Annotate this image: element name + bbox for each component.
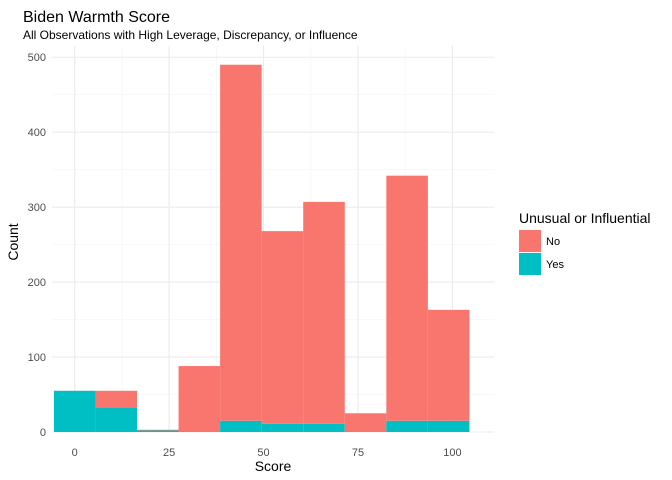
y-axis-title: Count: [5, 223, 21, 260]
bar-no: [95, 390, 137, 409]
bars: [53, 64, 470, 432]
y-tick-label: 500: [28, 52, 46, 64]
x-tick-label: 100: [443, 447, 461, 459]
bar-yes: [95, 408, 137, 432]
bar-no: [178, 366, 221, 432]
bar-yes: [220, 420, 262, 432]
bar-yes: [261, 423, 304, 432]
bar-yes: [137, 430, 179, 432]
bar-no: [220, 64, 262, 421]
legend-swatch-no: [519, 230, 541, 252]
bar-no: [344, 413, 387, 432]
bar-no: [427, 309, 470, 421]
y-axis-ticks: 0 100 200 300 400 500: [28, 52, 46, 439]
bar-yes: [344, 431, 387, 432]
x-tick-label: 50: [257, 447, 269, 459]
legend-label-no: No: [546, 236, 560, 248]
legend-swatch-yes: [519, 253, 541, 275]
bar-yes: [386, 420, 428, 432]
x-axis-ticks: 0 25 50 75 100: [72, 447, 462, 459]
bar-no: [137, 429, 179, 431]
x-tick-label: 25: [163, 447, 175, 459]
y-tick-label: 100: [28, 352, 46, 364]
plot-area: [52, 46, 494, 433]
bar-yes: [178, 431, 221, 432]
bar-no: [386, 175, 428, 421]
y-tick-label: 0: [40, 427, 46, 439]
bar-no: [303, 201, 345, 424]
x-tick-label: 75: [352, 447, 364, 459]
y-tick-label: 400: [28, 127, 46, 139]
chart-subtitle: All Observations with High Leverage, Dis…: [23, 28, 358, 42]
bar-yes: [53, 390, 96, 432]
y-tick-label: 200: [28, 277, 46, 289]
legend-title: Unusual or Influential: [519, 210, 651, 226]
x-axis-title: Score: [255, 458, 292, 474]
x-tick-label: 0: [72, 447, 78, 459]
legend: Unusual or Influential No Yes: [519, 210, 651, 275]
bar-yes: [427, 420, 470, 432]
legend-label-yes: Yes: [546, 259, 564, 271]
bar-yes: [303, 423, 345, 432]
y-tick-label: 300: [28, 202, 46, 214]
chart-title: Biden Warmth Score: [23, 9, 170, 26]
bar-no: [261, 231, 304, 424]
